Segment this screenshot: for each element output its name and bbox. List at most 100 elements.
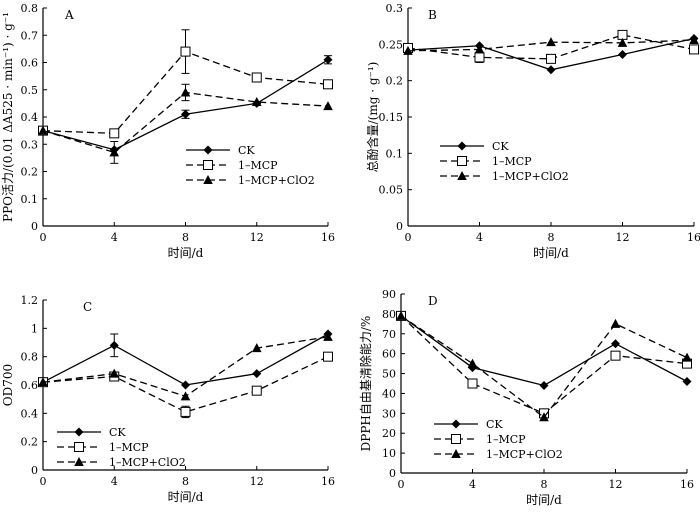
- data-point: [323, 351, 333, 362]
- y-tick-label: 0.6: [21, 57, 39, 70]
- data-point: [180, 87, 191, 97]
- y-tick-label: 0.2: [21, 166, 39, 179]
- data-point: [251, 72, 262, 83]
- legend-marker: [203, 145, 213, 155]
- data-point: [689, 34, 699, 44]
- y-tick-label: 0.6: [21, 379, 39, 392]
- data-point: [180, 46, 191, 57]
- data-point: [682, 377, 692, 387]
- legend-label: 1–MCP: [238, 159, 278, 172]
- data-point: [180, 406, 191, 417]
- legend: CK 1–MCP 1–MCP+ClO2: [440, 140, 569, 183]
- data-point: [618, 50, 627, 60]
- series-1-mcp-clo2: [38, 331, 333, 401]
- data-point: [546, 53, 556, 64]
- series-line: [42, 91, 329, 154]
- chart-panel-c: 0 0.2 0.4 0.6 0.8 1 1.2 0 4 8 12 16 时间/d OD700 C CK 1–MC…: [1, 294, 335, 504]
- y-tick-label: 0: [31, 464, 38, 477]
- data-point: [323, 55, 333, 65]
- legend-marker: [74, 427, 84, 437]
- legend-marker: [457, 141, 467, 151]
- panel-letter: C: [83, 300, 92, 314]
- y-tick-label: 0: [31, 220, 38, 233]
- y-tick-label: 0.7: [21, 29, 39, 42]
- data-point: [539, 380, 549, 390]
- legend: CK 1–MCP 1–MCP+ClO2: [434, 418, 563, 461]
- y-tick-label: 0.3: [386, 2, 404, 15]
- data-point: [467, 358, 478, 368]
- y-axis-title: 总酚含量/(mg · g⁻¹): [365, 62, 380, 173]
- data-point: [682, 352, 692, 362]
- y-tick-label: 0.2: [386, 75, 404, 88]
- data-point: [610, 350, 621, 361]
- series-1-mcp-clo2: [396, 310, 692, 422]
- series-ck: [38, 329, 333, 390]
- legend-label: 1–MCP+ClO2: [486, 448, 563, 461]
- y-tick-label: 40: [382, 387, 396, 400]
- y-tick-label: 80: [382, 308, 396, 321]
- legend-marker: [203, 175, 213, 184]
- y-axis-title: DPPH自由基清除能力/%: [358, 316, 373, 452]
- panel-letter: D: [428, 294, 438, 308]
- y-tick-label: 0: [389, 467, 396, 480]
- y-tick-label: 0: [396, 220, 403, 233]
- data-point: [689, 44, 699, 55]
- x-tick-label: 8: [541, 478, 548, 491]
- series-1-mcp-clo2: [403, 34, 699, 55]
- x-tick-label: 0: [398, 478, 405, 491]
- data-point: [251, 343, 262, 353]
- data-point: [109, 128, 120, 139]
- y-tick-label: 10: [382, 447, 396, 460]
- series-line: [42, 356, 329, 413]
- panel-letter: A: [64, 8, 74, 22]
- y-axis-title: PPO活力/(0.01 ΔA525 · min⁻¹) · g⁻¹: [1, 12, 15, 222]
- x-axis-title: 时间/d: [533, 246, 569, 260]
- y-tick-label: 20: [382, 427, 396, 440]
- legend-marker: [203, 160, 213, 170]
- x-tick-label: 16: [680, 478, 694, 491]
- x-tick-label: 16: [321, 231, 335, 244]
- data-point: [323, 101, 333, 111]
- data-point: [539, 412, 549, 422]
- legend-label: 1–MCP+ClO2: [492, 170, 569, 183]
- y-tick-label: 0.25: [379, 38, 404, 51]
- y-tick-label: 70: [382, 328, 396, 341]
- y-tick-label: 0.8: [21, 2, 39, 15]
- legend-marker: [457, 171, 467, 180]
- data-point: [617, 37, 628, 47]
- legend-marker: [457, 156, 467, 166]
- data-point: [546, 65, 556, 75]
- data-point: [546, 37, 556, 47]
- y-tick-label: 1.2: [21, 294, 39, 307]
- data-point: [611, 339, 620, 349]
- legend-label: CK: [492, 140, 509, 153]
- x-tick-label: 8: [182, 475, 189, 488]
- legend: CK 1–MCP 1–MCP+ClO2: [57, 426, 186, 469]
- x-tick-label: 12: [609, 478, 623, 491]
- legend-marker: [74, 442, 84, 452]
- data-point: [474, 52, 485, 63]
- series-line: [400, 315, 688, 419]
- legend-label: 1–MCP+ClO2: [238, 174, 315, 187]
- legend-label: 1–MCP: [486, 433, 526, 446]
- y-tick-label: 0.8: [21, 351, 39, 364]
- legend-label: CK: [238, 144, 255, 157]
- y-tick-label: 0.1: [21, 193, 39, 206]
- x-axis-title: 时间/d: [526, 493, 562, 507]
- series-1-mcp-clo2: [38, 83, 333, 164]
- x-axis-title: 时间/d: [168, 490, 204, 504]
- legend-label: 1–MCP+ClO2: [109, 456, 186, 469]
- legend-marker: [74, 457, 84, 466]
- y-tick-label: 0.05: [379, 184, 404, 197]
- x-tick-label: 0: [40, 231, 47, 244]
- legend: CK 1–MCP 1–MCP+ClO2: [186, 144, 315, 187]
- y-tick-label: 0.15: [379, 111, 404, 124]
- legend-marker: [451, 419, 461, 429]
- legend-label: 1–MCP: [492, 155, 532, 168]
- data-point: [403, 45, 413, 55]
- y-tick-label: 60: [382, 348, 396, 361]
- legend-label: CK: [109, 426, 126, 439]
- x-tick-label: 16: [321, 475, 335, 488]
- legend-label: CK: [486, 418, 503, 431]
- data-point: [252, 369, 262, 379]
